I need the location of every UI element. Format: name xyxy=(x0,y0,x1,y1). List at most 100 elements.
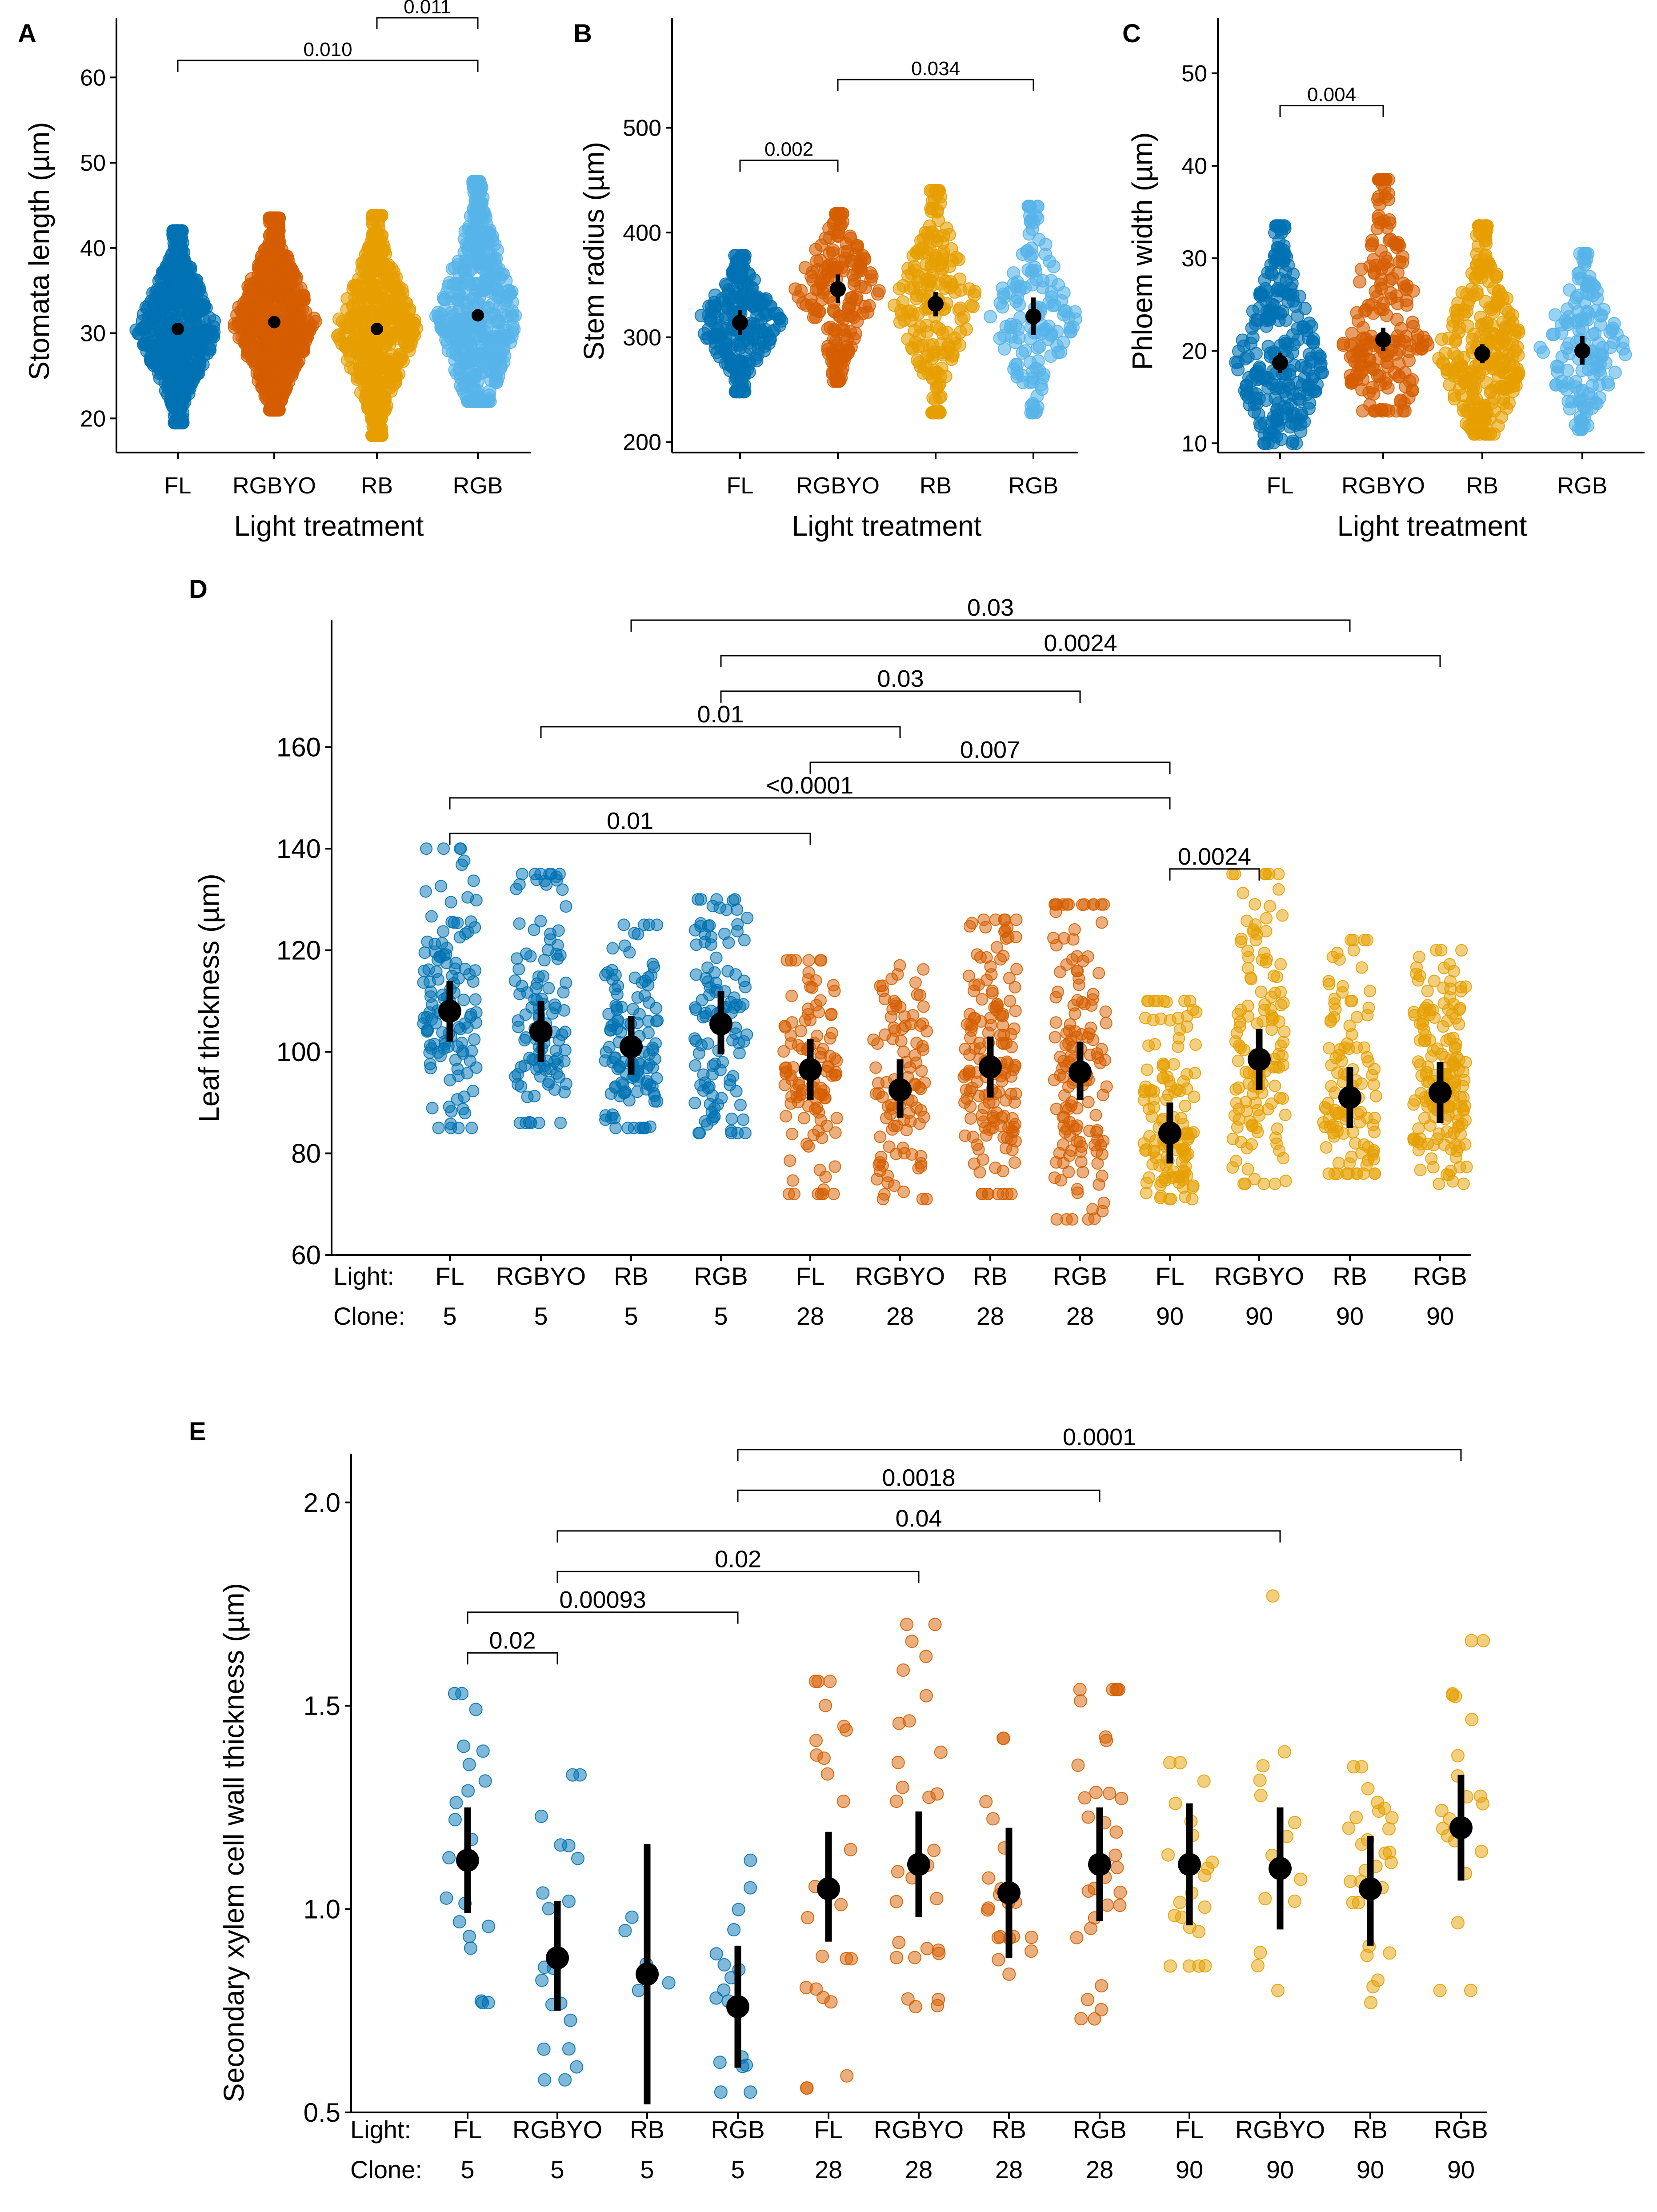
data-point xyxy=(459,1107,472,1120)
data-point xyxy=(878,1188,891,1201)
data-point xyxy=(814,994,827,1007)
mean-point xyxy=(472,309,484,322)
data-point xyxy=(1010,358,1024,372)
data-point xyxy=(297,293,311,306)
data-point xyxy=(513,878,526,891)
data-point xyxy=(278,270,292,284)
data-point xyxy=(526,1053,539,1066)
data-point xyxy=(984,310,997,324)
data-point xyxy=(872,1087,885,1100)
data-point xyxy=(952,303,966,317)
data-point xyxy=(756,325,770,338)
data-point xyxy=(968,288,981,302)
data-point xyxy=(796,1042,808,1055)
panel-a-y-axis-label: Stomata length (µm) xyxy=(23,122,55,380)
data-point xyxy=(1308,385,1321,398)
data-point xyxy=(422,963,435,976)
data-point xyxy=(874,1130,887,1143)
data-point xyxy=(424,1058,436,1070)
data-point xyxy=(272,403,286,417)
data-point xyxy=(1002,931,1015,944)
y-tick-label: 20 xyxy=(80,406,106,432)
y-tick-label: 60 xyxy=(80,65,106,91)
data-point xyxy=(829,1126,842,1139)
data-point xyxy=(1298,361,1312,374)
data-point xyxy=(997,287,1010,301)
data-point xyxy=(444,1074,456,1086)
data-point xyxy=(191,297,205,311)
data-point xyxy=(618,939,631,952)
data-point xyxy=(1240,379,1253,393)
data-point xyxy=(865,269,879,283)
panel-b-x-axis-label: Light treatment xyxy=(792,510,982,542)
data-point xyxy=(1007,266,1021,280)
x-tick-label: RGBYO xyxy=(232,473,316,499)
y-tick-label: 40 xyxy=(1181,153,1207,179)
data-point xyxy=(749,352,763,365)
data-point xyxy=(911,988,924,1001)
data-point xyxy=(457,994,470,1006)
data-point xyxy=(738,385,752,398)
data-point xyxy=(305,319,319,333)
significance-bracket xyxy=(177,60,479,72)
data-point xyxy=(904,304,918,318)
data-point xyxy=(475,338,488,352)
data-point xyxy=(917,1017,929,1030)
data-point xyxy=(896,1022,909,1035)
data-point xyxy=(1082,1096,1095,1109)
y-tick-label: 40 xyxy=(80,236,106,261)
data-point xyxy=(467,874,480,887)
data-point xyxy=(980,1129,993,1142)
data-point xyxy=(542,943,555,956)
data-point xyxy=(186,329,200,343)
data-point xyxy=(926,338,940,352)
data-point xyxy=(1492,351,1505,365)
data-point xyxy=(825,1008,838,1021)
data-point xyxy=(895,1034,908,1047)
data-point xyxy=(1381,360,1395,373)
data-point xyxy=(182,375,196,389)
data-point xyxy=(423,976,436,989)
data-point xyxy=(725,1126,738,1139)
data-point xyxy=(363,274,376,288)
data-point xyxy=(977,1153,989,1166)
data-point xyxy=(740,332,754,346)
data-point xyxy=(812,305,826,318)
y-tick-label: 10 xyxy=(1181,431,1207,457)
data-point xyxy=(885,972,898,985)
data-point xyxy=(815,293,829,306)
data-point xyxy=(734,1098,747,1111)
data-point xyxy=(826,261,840,275)
data-point xyxy=(508,309,522,322)
data-point xyxy=(237,297,251,310)
data-point xyxy=(172,235,186,248)
data-point xyxy=(802,1140,815,1153)
data-point xyxy=(404,329,418,342)
data-point xyxy=(599,969,612,982)
data-point xyxy=(155,328,168,342)
data-point xyxy=(785,1090,798,1103)
data-point xyxy=(975,1015,988,1028)
data-point xyxy=(984,960,997,973)
data-point xyxy=(962,970,975,982)
panel-a-points xyxy=(129,175,522,442)
data-point xyxy=(994,1119,1007,1132)
data-point xyxy=(1618,348,1632,361)
data-point xyxy=(372,388,386,402)
data-point xyxy=(873,1165,886,1178)
data-point xyxy=(813,253,827,267)
data-point xyxy=(1049,1031,1061,1044)
data-point xyxy=(132,326,146,340)
data-point xyxy=(459,927,472,940)
data-point xyxy=(1469,382,1483,395)
data-point xyxy=(1031,354,1045,368)
data-point xyxy=(710,951,723,964)
data-point xyxy=(828,985,841,998)
data-point xyxy=(184,285,198,298)
data-point xyxy=(1393,255,1406,268)
data-point xyxy=(792,1077,805,1090)
data-point xyxy=(368,348,382,361)
data-point xyxy=(1303,396,1317,410)
data-point xyxy=(780,1065,792,1078)
